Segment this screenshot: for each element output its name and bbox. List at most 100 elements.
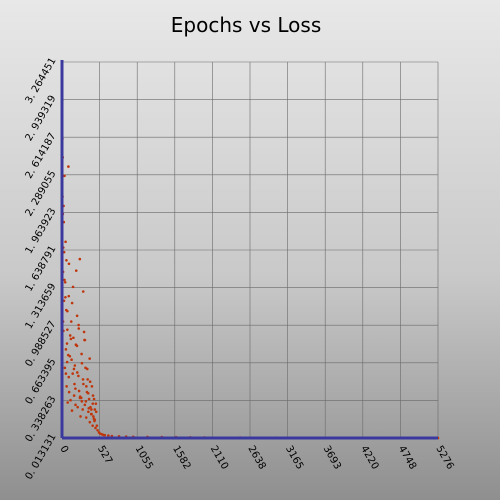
data-point xyxy=(80,361,84,365)
data-point xyxy=(78,257,82,261)
data-point xyxy=(65,258,68,262)
data-point xyxy=(94,402,98,405)
data-point xyxy=(66,401,69,404)
data-point xyxy=(74,387,77,390)
data-point xyxy=(72,394,76,397)
data-point xyxy=(68,334,72,337)
data-point xyxy=(91,402,95,405)
x-tick-label: 1055 xyxy=(133,444,155,472)
data-point xyxy=(73,364,77,367)
data-point xyxy=(65,360,69,364)
x-tick-label: 2110 xyxy=(208,444,230,472)
data-point xyxy=(95,424,99,427)
data-point xyxy=(82,382,85,386)
data-point xyxy=(85,385,88,388)
data-point xyxy=(86,378,89,381)
data-point xyxy=(67,294,71,298)
axes xyxy=(60,60,438,440)
data-point xyxy=(94,426,97,430)
x-tick-labels: 0 527 1055 1582 2110 2638 3165 3693 4220 4748 5276 xyxy=(57,444,455,472)
data-point xyxy=(88,380,92,384)
data-point xyxy=(81,408,84,411)
data-point xyxy=(71,285,75,289)
data-point xyxy=(80,352,83,356)
data-point xyxy=(69,398,72,402)
data-point xyxy=(72,336,75,340)
x-tick-label: 0 xyxy=(57,444,70,455)
data-point xyxy=(66,328,69,331)
data-point xyxy=(87,410,90,414)
data-point xyxy=(63,280,67,284)
data-point xyxy=(70,409,74,412)
data-point xyxy=(88,357,91,360)
data-point xyxy=(64,240,67,244)
data-point xyxy=(78,396,82,400)
data-point xyxy=(63,278,66,282)
x-tick-label: 4748 xyxy=(396,444,418,472)
data-point xyxy=(83,338,87,342)
data-point xyxy=(74,343,78,346)
data-point xyxy=(67,165,70,168)
data-point xyxy=(79,415,82,418)
data-point xyxy=(107,434,110,437)
data-point xyxy=(75,314,79,318)
x-tick-label: 5276 xyxy=(433,444,455,472)
data-point xyxy=(91,394,95,397)
data-point xyxy=(77,327,81,330)
data-point xyxy=(74,269,78,272)
data-point xyxy=(82,330,86,334)
data-point xyxy=(67,375,71,379)
data-point xyxy=(90,385,94,388)
data-point xyxy=(66,309,69,313)
data-point xyxy=(66,353,70,357)
data-point xyxy=(63,174,66,178)
data-point xyxy=(90,408,93,411)
data-point xyxy=(93,419,96,423)
data-point xyxy=(92,415,95,418)
data-point xyxy=(83,403,87,407)
data-point xyxy=(92,417,96,421)
data-point xyxy=(84,416,88,419)
x-tick-label: 3693 xyxy=(321,444,343,472)
data-point xyxy=(67,262,71,266)
data-point xyxy=(77,374,80,378)
data-point xyxy=(73,382,76,386)
data-point xyxy=(84,400,88,403)
data-point xyxy=(71,372,74,375)
grid xyxy=(61,61,439,439)
data-point xyxy=(81,290,85,293)
x-tick-label: 3165 xyxy=(283,444,305,472)
data-point xyxy=(96,428,99,432)
data-point xyxy=(64,348,68,351)
data-point xyxy=(94,410,98,414)
data-point xyxy=(63,366,67,370)
data-point xyxy=(77,323,80,327)
x-tick-label: 1582 xyxy=(170,444,192,472)
data-point xyxy=(70,301,74,305)
data-point xyxy=(77,389,81,393)
data-point xyxy=(76,405,79,409)
data-point xyxy=(69,337,73,341)
data-point xyxy=(91,424,94,427)
data-point xyxy=(86,367,89,371)
data-point xyxy=(80,400,84,403)
data-point xyxy=(74,403,77,407)
x-tick-label: 4220 xyxy=(358,444,380,472)
data-point xyxy=(87,406,91,410)
data-point xyxy=(65,342,69,345)
data-point xyxy=(86,391,90,395)
data-point xyxy=(76,371,79,374)
x-tick-label: 2638 xyxy=(245,444,267,472)
x-tick-label: 527 xyxy=(95,444,114,466)
chart-title: Epochs vs Loss xyxy=(171,13,322,37)
data-point xyxy=(70,358,73,362)
data-point xyxy=(103,433,107,437)
data-point xyxy=(87,397,91,401)
data-point xyxy=(65,385,68,388)
data-point xyxy=(67,390,71,394)
data-point xyxy=(90,412,93,416)
data-point xyxy=(81,378,85,381)
data-point xyxy=(88,420,92,424)
